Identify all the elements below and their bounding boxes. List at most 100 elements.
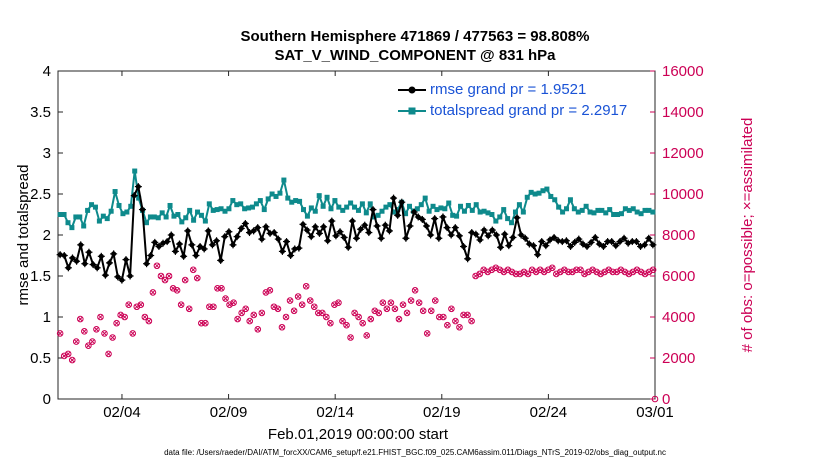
obs-count-point xyxy=(355,313,362,321)
obs-count-point xyxy=(524,270,532,278)
rmse-point xyxy=(480,226,488,234)
totalspread-point xyxy=(312,208,318,214)
rmse-point xyxy=(353,234,360,242)
totalspread-point xyxy=(434,207,440,213)
totalspread-point xyxy=(465,202,471,208)
obs-count-point xyxy=(234,315,241,323)
rmse-point xyxy=(89,261,97,269)
totalspread-point xyxy=(454,213,460,219)
chart-title-line-1: Southern Hemisphere 471869 / 477563 = 98… xyxy=(240,28,590,45)
totalspread-point xyxy=(450,212,456,218)
totalspread-point xyxy=(143,220,149,226)
rmse-point xyxy=(85,248,93,256)
rmse-point xyxy=(258,235,266,243)
rmse-point xyxy=(492,231,500,239)
rmse-point xyxy=(184,227,192,235)
x-axis-label: Feb.01,2019 00:00:00 start xyxy=(267,426,449,443)
rmse-point xyxy=(237,224,245,232)
obs-count-point xyxy=(64,350,72,358)
rmse-point xyxy=(126,272,134,280)
totalspread-point xyxy=(183,215,189,221)
rmse-point xyxy=(143,260,151,268)
y2-tick-label: 12000 xyxy=(662,145,704,162)
totalspread-point xyxy=(100,213,106,219)
totalspread-point xyxy=(198,212,204,218)
totalspread-point xyxy=(269,191,275,197)
rmse-point xyxy=(138,206,146,214)
obs-count-point xyxy=(448,305,455,313)
obs-count-point xyxy=(258,309,266,317)
totalspread-point xyxy=(622,206,628,212)
obs-count-point xyxy=(89,338,96,345)
rmse-point xyxy=(344,243,352,251)
rmse-point xyxy=(410,208,418,216)
obs-count-point xyxy=(294,293,302,300)
rmse-point xyxy=(151,238,159,246)
totalspread-point xyxy=(285,195,291,201)
totalspread-point xyxy=(238,201,244,207)
obs-count-point xyxy=(121,313,128,321)
rmse-point xyxy=(93,264,101,272)
rmse-point xyxy=(221,233,229,241)
obs-count-point xyxy=(185,305,193,313)
rmse-point xyxy=(68,254,76,262)
totalspread-point xyxy=(234,202,240,208)
obs-count-point xyxy=(343,321,350,329)
totalspread-point xyxy=(575,209,581,215)
totalspread-point xyxy=(320,203,326,209)
totalspread-point xyxy=(304,213,310,219)
obs-count-point xyxy=(68,356,76,364)
totalspread-point xyxy=(583,203,589,209)
rmse-point xyxy=(208,241,216,249)
rmse-point xyxy=(60,252,68,259)
totalspread-point xyxy=(171,213,177,219)
obs-count-point xyxy=(181,276,189,284)
totalspread-point xyxy=(571,206,577,212)
totalspread-point xyxy=(379,208,385,214)
obs-count-point xyxy=(286,297,294,304)
obs-count-point xyxy=(242,305,249,313)
rmse-point xyxy=(599,242,607,250)
totalspread-point xyxy=(642,207,648,213)
totalspread-point xyxy=(505,216,511,222)
totalspread-point xyxy=(422,195,428,201)
obs-count-point xyxy=(298,301,306,309)
totalspread-point xyxy=(469,207,475,213)
y-tick-label: 0.5 xyxy=(30,350,51,367)
rmse-point xyxy=(649,241,657,249)
totalspread-point xyxy=(520,209,526,215)
rmse-point xyxy=(406,222,414,230)
totalspread-point xyxy=(301,207,307,213)
obs-count-point xyxy=(440,313,447,321)
obs-count-point xyxy=(113,319,120,327)
x-tick-label: 03/01 xyxy=(636,404,674,421)
totalspread-point xyxy=(646,207,652,213)
rmse-point xyxy=(439,213,447,221)
totalspread-point xyxy=(438,205,444,211)
y-tick-label: 0 xyxy=(43,391,51,408)
totalspread-point xyxy=(69,225,75,231)
totalspread-point xyxy=(587,209,593,215)
totalspread-point xyxy=(104,216,110,222)
obs-count-point xyxy=(189,266,197,274)
obs-count-point xyxy=(363,332,370,339)
obs-count-point xyxy=(81,328,88,335)
obs-count-point xyxy=(379,299,387,306)
rmse-point xyxy=(595,240,603,248)
rmse-point xyxy=(320,223,328,231)
rmse-point xyxy=(311,223,319,231)
rmse-point xyxy=(336,228,344,236)
totalspread-point xyxy=(556,204,562,210)
obs-count-point xyxy=(367,315,375,323)
rmse-point xyxy=(476,236,484,244)
totalspread-point xyxy=(316,193,322,199)
totalspread-point xyxy=(477,209,483,215)
totalspread-point xyxy=(277,190,283,196)
obs-count-point xyxy=(456,323,463,331)
totalspread-point xyxy=(344,204,350,210)
obs-count-point xyxy=(651,395,659,403)
totalspread-point xyxy=(265,196,271,202)
totalspread-point xyxy=(564,206,570,212)
obs-count-point xyxy=(141,313,149,321)
rmse-point xyxy=(608,238,616,246)
